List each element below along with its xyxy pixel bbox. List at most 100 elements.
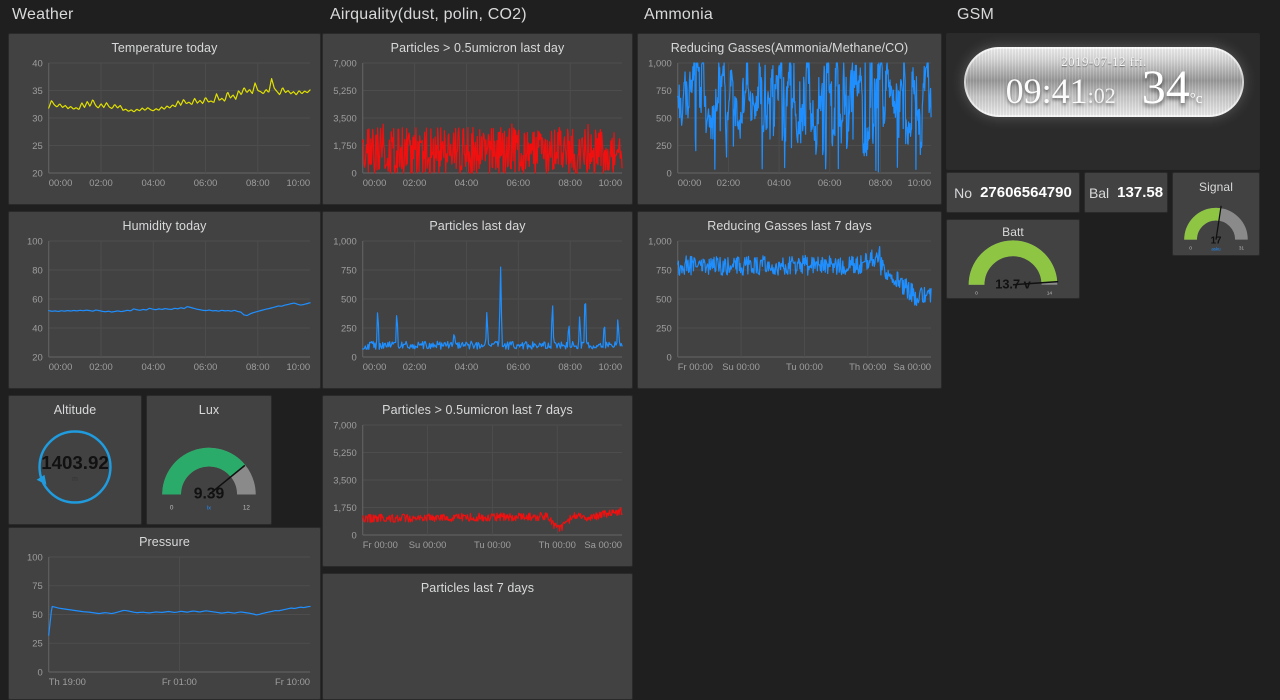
panel-particles-05-last-day[interactable]: Particles > 0.5umicron last day 0 1,750 3,… [322, 33, 633, 205]
panel-altitude[interactable]: Altitude 1403.92 m [8, 395, 142, 525]
panel-reducing-gasses-7days[interactable]: Reducing Gasses last 7 days 0 250 500 750 1,… [637, 211, 942, 389]
chart-reducing-gasses-day: 0 250 500 750 1,000 00:00 02:00 04:00 06:00 08:00… [648, 58, 932, 189]
svg-text:30: 30 [32, 113, 42, 124]
signal-min: 0 [1189, 245, 1192, 251]
svg-text:40: 40 [32, 323, 42, 334]
batt-min: 0 [975, 291, 978, 295]
stat-no-value: 27606564790 [980, 184, 1072, 201]
signal-max: 31 [1239, 245, 1245, 251]
svg-text:0: 0 [38, 667, 43, 678]
panel-lux[interactable]: Lux 9.39 lx 0 12 [146, 395, 272, 525]
svg-text:00:00: 00:00 [49, 178, 73, 189]
panel-reducing-gasses-day[interactable]: Reducing Gasses(Ammonia/Methane/CO) 0 250… [637, 33, 942, 205]
clock-widget: 2019-07-12 fri. 09:41 :02 34 °c [964, 47, 1244, 117]
svg-text:Su 00:00: Su 00:00 [409, 540, 447, 551]
panel-particles-last-day[interactable]: Particles last day 0 250 500 750 1,000 00:00 0… [322, 211, 633, 389]
panel-title: Particles > 0.5umicron last day [390, 41, 565, 55]
gauge-batt: 13.7 v 0 14 [968, 240, 1059, 297]
svg-text:250: 250 [656, 323, 672, 334]
chart-reducing-gasses-7days: 0 250 500 750 1,000 Fr 00:00 Su 00:00 Tu 00:00 T… [648, 236, 932, 373]
svg-text:Tu 00:00: Tu 00:00 [786, 362, 823, 373]
svg-text:08:00: 08:00 [869, 178, 893, 189]
svg-text:750: 750 [656, 86, 672, 97]
signal-unit: asku [1211, 246, 1221, 251]
chart-pressure: 0 25 50 75 100 Th 19:00 Fr 01:00 Fr 10:00 [27, 552, 311, 688]
panel-temperature-today[interactable]: Temperature today 20 25 30 35 40 00:00 02:00 04… [8, 33, 321, 205]
svg-text:10:00: 10:00 [598, 178, 622, 189]
batt-max: 14 [1047, 291, 1053, 295]
svg-text:Sa 00:00: Sa 00:00 [893, 362, 931, 373]
panel-title: Humidity today [122, 219, 207, 233]
svg-text:06:00: 06:00 [507, 362, 531, 373]
panel-particles-05-last-7days[interactable]: Particles > 0.5umicron last 7 days 0 1,75… [322, 395, 633, 567]
svg-text:Fr 01:00: Fr 01:00 [162, 677, 197, 688]
svg-text:500: 500 [656, 294, 672, 305]
stat-bal[interactable]: Bal 137.58 [1084, 172, 1168, 213]
panel-title: Lux [198, 403, 220, 417]
svg-text:08:00: 08:00 [246, 362, 270, 373]
svg-text:00:00: 00:00 [678, 178, 702, 189]
svg-text:02:00: 02:00 [403, 362, 427, 373]
panel-title: Altitude [53, 403, 97, 417]
stat-bal-label: Bal [1088, 184, 1110, 201]
svg-text:00:00: 00:00 [363, 362, 387, 373]
svg-text:04:00: 04:00 [455, 178, 479, 189]
lux-min: 0 [170, 504, 174, 511]
svg-text:Fr 00:00: Fr 00:00 [678, 362, 713, 373]
svg-text:20: 20 [32, 168, 42, 179]
svg-text:75: 75 [32, 581, 42, 592]
svg-text:Sa 00:00: Sa 00:00 [584, 540, 622, 551]
clock-time-sec: :02 [1087, 83, 1116, 108]
svg-text:5,250: 5,250 [333, 448, 357, 459]
panel-humidity-today[interactable]: Humidity today 20 40 60 80 100 00:00 02:00 04:0… [8, 211, 321, 389]
panel-title: Pressure [139, 535, 190, 549]
svg-text:10:00: 10:00 [907, 178, 931, 189]
gauge-signal: 17 asku 0 31 [1184, 205, 1248, 251]
panel-title: Signal [1199, 180, 1233, 194]
signal-value: 17 [1211, 236, 1222, 247]
svg-text:250: 250 [341, 323, 357, 334]
svg-text:20: 20 [32, 352, 42, 363]
group-title-gsm: GSM [957, 6, 995, 23]
svg-text:06:00: 06:00 [194, 178, 218, 189]
group-title-weather: Weather [12, 6, 74, 23]
svg-text:0: 0 [352, 352, 357, 363]
svg-text:10:00: 10:00 [598, 362, 622, 373]
svg-text:Fr 10:00: Fr 10:00 [275, 677, 310, 688]
svg-text:0: 0 [352, 168, 357, 179]
svg-text:Th 00:00: Th 00:00 [539, 540, 576, 551]
svg-text:0: 0 [667, 352, 672, 363]
svg-text:Th 19:00: Th 19:00 [49, 677, 86, 688]
panel-particles-last-7days[interactable]: Particles last 7 days [322, 573, 633, 700]
svg-text:1,750: 1,750 [333, 503, 357, 514]
panel-title: Batt [1002, 225, 1024, 239]
svg-text:7,000: 7,000 [333, 58, 357, 69]
svg-text:100: 100 [27, 236, 43, 247]
svg-text:100: 100 [27, 552, 43, 563]
stat-no[interactable]: No 27606564790 [946, 172, 1080, 213]
svg-text:Tu 00:00: Tu 00:00 [474, 540, 511, 551]
panel-signal[interactable]: Signal 17 asku 0 31 [1172, 172, 1260, 256]
svg-text:750: 750 [341, 265, 357, 276]
svg-text:02:00: 02:00 [89, 362, 113, 373]
svg-text:08:00: 08:00 [558, 362, 582, 373]
panel-pressure[interactable]: Pressure 0 25 50 75 100 Th 19:00 Fr 01:00 Fr 10… [8, 527, 321, 700]
svg-text:5,250: 5,250 [333, 86, 357, 97]
gauge-altitude: 1403.92 m [36, 430, 112, 504]
chart-particles-last-day: 0 250 500 750 1,000 00:00 02:00 04:00 06:00 08:00… [333, 236, 623, 373]
svg-text:06:00: 06:00 [818, 178, 842, 189]
chart-temperature-today: 20 25 30 35 40 00:00 02:00 04:00 06:00 08:00 10:00 [32, 58, 311, 189]
chart-particles-05-last-day: 0 1,750 3,500 5,250 7,000 00:00 02:00 04:00 06:0… [333, 58, 623, 189]
svg-text:08:00: 08:00 [558, 178, 582, 189]
svg-text:1,000: 1,000 [333, 236, 357, 247]
panel-clock[interactable]: 2019-07-12 fri. 09:41 :02 34 °c [946, 33, 1260, 170]
svg-text:750: 750 [656, 265, 672, 276]
svg-text:04:00: 04:00 [767, 178, 791, 189]
clock-time-hm: 09:41 [1005, 71, 1088, 111]
panel-batt[interactable]: Batt 13.7 v 0 14 [946, 219, 1080, 299]
svg-text:Th 00:00: Th 00:00 [849, 362, 886, 373]
svg-text:1,000: 1,000 [648, 236, 672, 247]
svg-text:Fr 00:00: Fr 00:00 [363, 540, 398, 551]
svg-text:04:00: 04:00 [141, 362, 165, 373]
